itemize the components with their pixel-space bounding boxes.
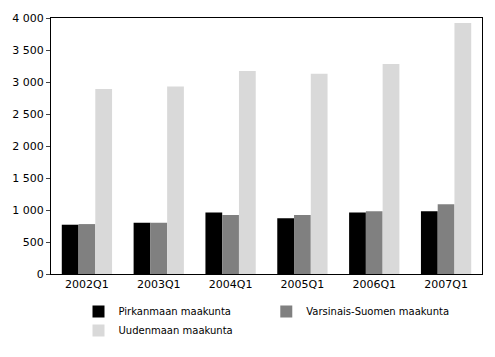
svg-text:2004Q1: 2004Q1	[209, 278, 253, 291]
svg-text:1 500: 1 500	[12, 172, 44, 185]
svg-text:Pirkanmaan maakunta: Pirkanmaan maakunta	[119, 306, 232, 317]
svg-text:2006Q1: 2006Q1	[352, 278, 396, 291]
svg-text:1 000: 1 000	[12, 204, 44, 217]
svg-text:2 000: 2 000	[12, 140, 44, 153]
svg-text:4 000: 4 000	[12, 12, 44, 25]
svg-text:3 500: 3 500	[12, 44, 44, 57]
svg-text:0: 0	[37, 268, 44, 281]
svg-text:500: 500	[23, 236, 44, 249]
svg-text:Uudenmaan maakunta: Uudenmaan maakunta	[119, 325, 233, 336]
svg-text:2 500: 2 500	[12, 108, 44, 121]
svg-text:Varsinais-Suomen maakunta: Varsinais-Suomen maakunta	[306, 306, 449, 317]
svg-text:2005Q1: 2005Q1	[281, 278, 325, 291]
svg-text:2003Q1: 2003Q1	[137, 278, 181, 291]
svg-text:2007Q1: 2007Q1	[424, 278, 468, 291]
svg-text:3 000: 3 000	[12, 76, 44, 89]
svg-text:2002Q1: 2002Q1	[65, 278, 109, 291]
